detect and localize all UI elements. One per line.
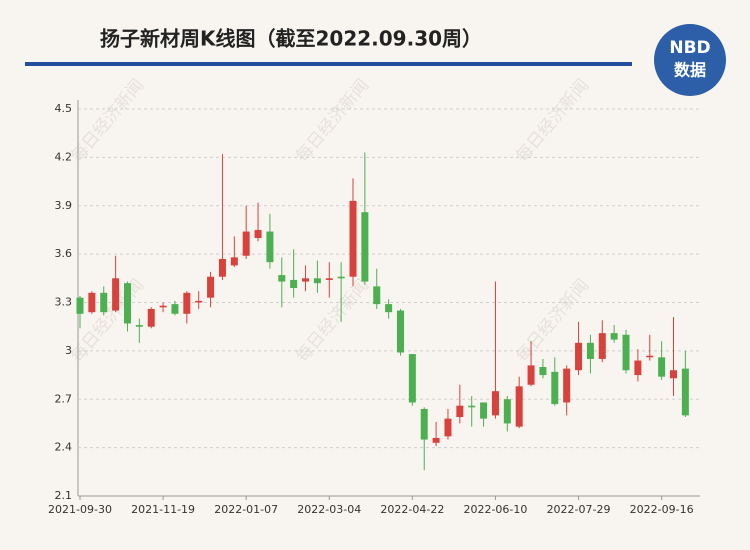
logo-top: NBD bbox=[669, 38, 710, 58]
candle-body bbox=[480, 402, 488, 419]
candle-body bbox=[503, 399, 511, 424]
candle-body bbox=[100, 292, 108, 313]
y-tick-label: 3.3 bbox=[55, 296, 73, 309]
candle-body bbox=[361, 212, 369, 282]
candle-body bbox=[456, 405, 464, 417]
y-tick-label: 3.9 bbox=[55, 199, 73, 212]
y-tick-label: 2.1 bbox=[55, 489, 73, 502]
chart-title: 扬子新材周K线图（截至2022.09.30周） bbox=[100, 27, 482, 51]
candle-body bbox=[195, 300, 203, 303]
candle-body bbox=[420, 408, 428, 440]
candle-body bbox=[302, 278, 310, 282]
candle-body bbox=[88, 292, 96, 313]
logo-bottom: 数据 bbox=[674, 61, 706, 80]
candle-body bbox=[575, 342, 583, 371]
candle-body bbox=[230, 257, 238, 266]
candle-body bbox=[123, 283, 131, 324]
x-tick-label: 2022-09-16 bbox=[630, 503, 694, 516]
candle-body bbox=[112, 278, 120, 311]
candle-body bbox=[135, 325, 143, 327]
candle-body bbox=[622, 334, 630, 371]
candle-body bbox=[586, 342, 594, 359]
candle-body bbox=[563, 368, 571, 403]
candle-body bbox=[278, 275, 286, 282]
x-tick-label: 2022-06-10 bbox=[463, 503, 527, 516]
candle-body bbox=[159, 305, 167, 308]
candle-body bbox=[551, 371, 559, 405]
candle-body bbox=[598, 333, 606, 359]
candle-body bbox=[373, 286, 381, 305]
candle-body bbox=[681, 368, 689, 416]
candle-body bbox=[242, 231, 250, 256]
candle-body bbox=[658, 357, 666, 377]
candle-body bbox=[444, 418, 452, 437]
candle-body bbox=[670, 370, 677, 379]
candle-body bbox=[515, 386, 523, 427]
candle-body bbox=[634, 360, 642, 376]
y-tick-label: 3.6 bbox=[55, 247, 73, 260]
candle-body bbox=[349, 200, 357, 277]
candle-body bbox=[385, 304, 393, 313]
candle-body bbox=[610, 333, 618, 340]
candle-body bbox=[266, 231, 274, 263]
x-tick-label: 2022-01-07 bbox=[214, 503, 278, 516]
candle-body bbox=[337, 276, 345, 279]
candle-body bbox=[491, 391, 499, 416]
x-tick-label: 2021-11-19 bbox=[131, 503, 195, 516]
y-tick-label: 4.2 bbox=[55, 150, 73, 163]
candle-body bbox=[171, 304, 179, 314]
candle-body bbox=[468, 405, 476, 408]
candle-body bbox=[432, 437, 440, 443]
y-tick-label: 2.7 bbox=[55, 392, 73, 405]
candle-body bbox=[396, 310, 404, 353]
candle-body bbox=[646, 355, 654, 358]
y-tick-label: 4.5 bbox=[55, 102, 73, 115]
candle-body bbox=[527, 365, 535, 385]
candle-body bbox=[207, 276, 215, 298]
x-tick-label: 2021-09-30 bbox=[48, 503, 112, 516]
x-tick-label: 2022-03-04 bbox=[297, 503, 361, 516]
y-tick-label: 2.4 bbox=[55, 441, 73, 454]
candle-body bbox=[254, 229, 262, 238]
candle-body bbox=[325, 278, 333, 280]
candle-body bbox=[183, 292, 191, 314]
candle-body bbox=[539, 367, 547, 376]
candle-body bbox=[408, 354, 416, 403]
candle-body bbox=[313, 278, 321, 284]
candle-body bbox=[147, 308, 155, 327]
candle-body bbox=[76, 297, 84, 314]
x-tick-label: 2022-04-22 bbox=[380, 503, 444, 516]
candle-body bbox=[218, 258, 226, 277]
y-tick-label: 3 bbox=[65, 344, 72, 357]
logo bbox=[654, 24, 726, 96]
candle-body bbox=[290, 279, 298, 288]
x-tick-label: 2022-07-29 bbox=[547, 503, 611, 516]
